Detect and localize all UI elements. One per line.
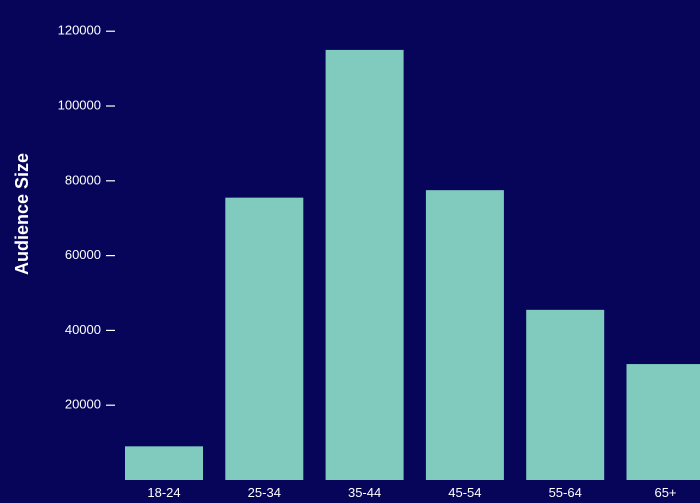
x-axis: 18-24 25-34 35-44 45-54 55-64 65+: [147, 485, 676, 500]
y-axis: 20000 40000 60000 80000 100000 120000: [58, 23, 115, 412]
x-tick-label: 55-64: [549, 485, 582, 500]
y-tick-label: 100000: [58, 97, 101, 112]
x-tick-label: 35-44: [348, 485, 381, 500]
y-tick-label: 20000: [65, 397, 101, 412]
bar: [526, 309, 605, 480]
x-tick-label: 18-24: [147, 485, 180, 500]
y-tick-label: 120000: [58, 23, 101, 38]
bars: [125, 49, 700, 480]
bar: [225, 197, 304, 480]
x-tick-label: 65+: [654, 485, 676, 500]
bar: [325, 49, 404, 480]
x-tick-label: 45-54: [448, 485, 481, 500]
y-axis-title-group: Audience Size: [12, 153, 32, 275]
y-tick-label: 60000: [65, 247, 101, 262]
x-tick-label: 25-34: [248, 485, 281, 500]
bar: [125, 446, 203, 480]
y-tick-label: 40000: [65, 322, 101, 337]
bar: [425, 190, 504, 480]
y-tick-label: 80000: [65, 172, 101, 187]
y-axis-title: Audience Size: [12, 153, 32, 275]
bar: [626, 364, 700, 480]
